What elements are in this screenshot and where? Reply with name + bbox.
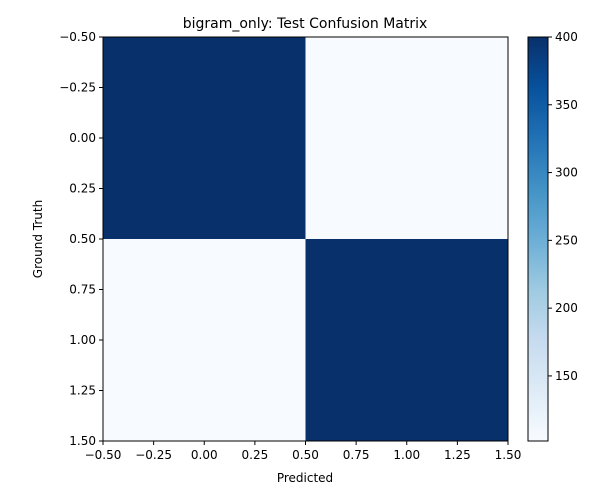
x-tick-label: 0.25 (242, 448, 269, 462)
x-tick-label: 1.50 (495, 448, 522, 462)
colorbar (528, 37, 548, 441)
x-tick-label: 0.00 (191, 448, 218, 462)
heatmap-cell-r0-c1 (305, 37, 508, 239)
y-tick-label: 1.00 (69, 333, 96, 347)
y-tick-label: 0.00 (69, 131, 96, 145)
colorbar-tick-label: 400 (555, 30, 578, 44)
y-tick-label: 1.25 (69, 384, 96, 398)
x-tick-label: 1.00 (393, 448, 420, 462)
colorbar-tick-label: 300 (555, 166, 578, 180)
heatmap-cell-r0-c0 (103, 37, 306, 239)
colorbar-tick-label: 250 (555, 233, 578, 247)
y-tick-label: −0.25 (59, 81, 96, 95)
chart-title: bigram_only: Test Confusion Matrix (183, 16, 428, 32)
y-tick-label: 0.50 (69, 232, 96, 246)
x-tick-label: 1.25 (444, 448, 471, 462)
colorbar-tick-label: 200 (555, 301, 578, 315)
colorbar-frame (527, 36, 549, 442)
x-tick-label: 0.75 (343, 448, 370, 462)
x-axis-ticks: −0.50 −0.25 0.00 0.25 0.50 0.75 1.00 1.25 1.50 (85, 441, 522, 462)
x-axis-label: Predicted (277, 471, 333, 485)
x-tick-label: −0.50 (85, 448, 122, 462)
y-axis-ticks: −0.50 −0.25 0.00 0.25 0.50 0.75 1.00 1.25 1.50 (59, 30, 103, 448)
y-tick-label: 1.50 (69, 434, 96, 448)
heatmap-cells (103, 37, 508, 441)
colorbar-tick-label: 350 (555, 98, 578, 112)
colorbar-tick-label: 150 (555, 369, 578, 383)
colorbar-ticks: 150 200 250 300 350 400 (548, 30, 578, 383)
y-tick-label: 0.75 (69, 283, 96, 297)
x-tick-label: 0.50 (292, 448, 319, 462)
y-tick-label: 0.25 (69, 182, 96, 196)
heatmap-cell-r1-c1 (305, 239, 508, 441)
x-tick-label: −0.25 (135, 448, 172, 462)
heatmap-cell-r1-c0 (103, 239, 306, 441)
y-axis-label: Ground Truth (31, 200, 45, 278)
y-tick-label: −0.50 (59, 30, 96, 44)
